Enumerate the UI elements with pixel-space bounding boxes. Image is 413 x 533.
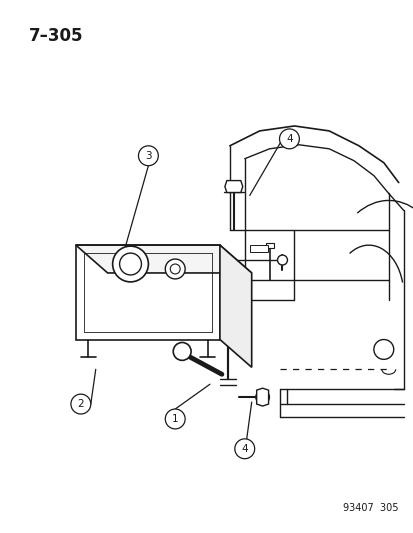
Circle shape [373,340,393,359]
Text: 4: 4 [241,444,247,454]
Text: 2: 2 [77,399,84,409]
Circle shape [119,253,141,275]
Circle shape [279,129,299,149]
Circle shape [255,390,269,404]
Polygon shape [265,243,273,248]
Polygon shape [76,245,219,340]
Circle shape [234,439,254,459]
Text: 1: 1 [171,414,178,424]
Polygon shape [224,181,242,192]
Circle shape [173,343,191,360]
Circle shape [112,246,148,282]
Text: 3: 3 [145,151,151,161]
Text: 7–305: 7–305 [29,27,83,45]
Polygon shape [76,245,251,273]
Circle shape [71,394,90,414]
Text: 93407  305: 93407 305 [342,503,398,513]
Circle shape [138,146,158,166]
Circle shape [165,259,185,279]
Circle shape [277,255,287,265]
Circle shape [170,264,180,274]
Circle shape [165,409,185,429]
Polygon shape [219,245,251,367]
Polygon shape [256,388,268,406]
Polygon shape [249,245,267,252]
Text: 4: 4 [285,134,292,144]
